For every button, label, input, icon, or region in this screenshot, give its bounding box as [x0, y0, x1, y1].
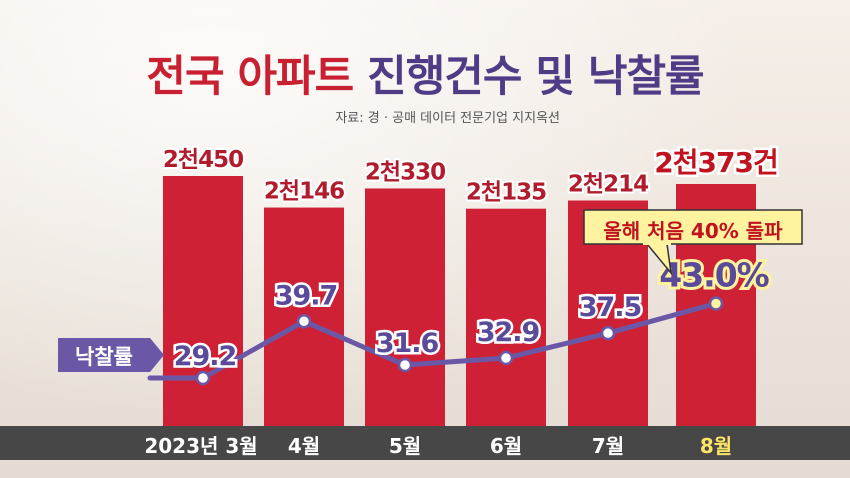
bar-value-label: 2천450: [163, 147, 243, 173]
bid-rate-point: [600, 325, 616, 341]
callout-text: 올해 처음 40% 돌파: [603, 219, 783, 243]
x-tick-label: 7월: [591, 434, 625, 458]
callout-shape: [583, 209, 803, 276]
x-tick-label: 2023년 3월: [144, 434, 258, 458]
bar: [163, 176, 243, 426]
bar-value-label: 2천146: [264, 179, 344, 205]
bid-rate-value-label: 37.5: [579, 292, 642, 323]
bid-rate-value-label: 32.9: [477, 317, 540, 348]
bid-rate-point: [708, 296, 724, 311]
title-part-1: 전국 아파트: [146, 52, 354, 102]
series-tag-arrow-shape: [58, 338, 164, 372]
title-part-2: 진행건수 및 낙찰률: [367, 52, 704, 102]
bar-value-label: 2천330: [365, 159, 445, 185]
x-tick-label: 4월: [287, 434, 321, 458]
bid-rate-value-label: 39.7: [275, 280, 338, 311]
x-tick-label: 5월: [388, 434, 422, 458]
bid-rate-point: [296, 314, 312, 329]
bid-rate-value-label: 31.6: [376, 328, 439, 359]
bar: [466, 208, 546, 426]
bid-rate-point: [397, 357, 413, 373]
chart-title: 전국 아파트 진행건수 및 낙찰률: [0, 42, 850, 104]
series-tag-label: 낙찰률: [75, 345, 133, 369]
bid-rate-point: [195, 370, 211, 386]
bid-rate-value-label: 43.0%: [659, 255, 769, 294]
x-tick-label: 6월: [489, 434, 523, 458]
x-axis-bar: [0, 426, 850, 460]
bar: [365, 188, 445, 426]
bar-value-label: 2천373건: [654, 146, 777, 179]
series-tag-bid-rate: 낙찰률: [58, 338, 166, 372]
bar-value-label: 2천214: [568, 171, 648, 197]
x-tick-label: 8월: [699, 434, 733, 458]
bid-rate-point: [498, 350, 514, 366]
bid-rate-value-label: 29.2: [174, 341, 237, 372]
callout-box: 올해 처음 40% 돌파: [583, 209, 803, 276]
source-note: 자료: 경 · 공매 데이터 전문기업 지지옥션: [335, 111, 560, 126]
bar-value-label: 2천135: [466, 180, 546, 206]
